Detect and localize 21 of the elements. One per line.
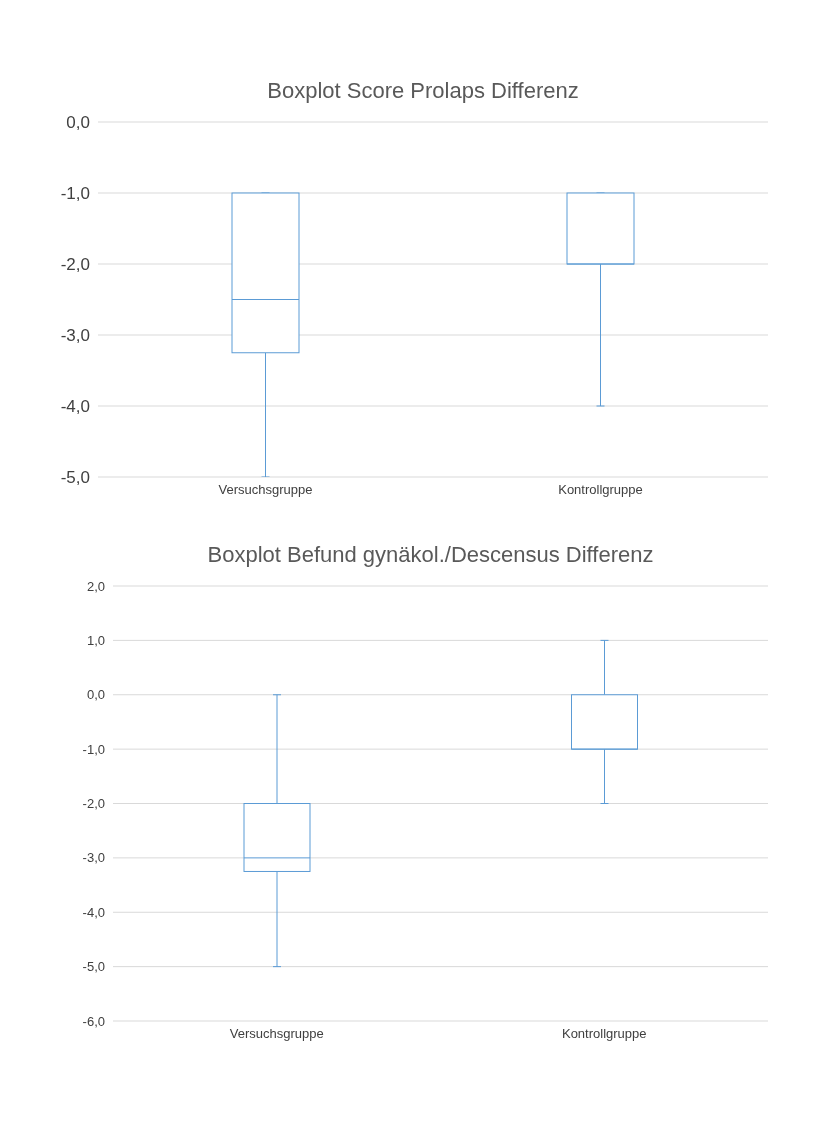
y-tick-label: -3,0 — [82, 850, 105, 866]
x-tick-label: Versuchsgruppe — [218, 482, 313, 498]
x-tick-label: Kontrollgruppe — [558, 482, 643, 498]
y-tick-label: 0,0 — [86, 687, 105, 703]
y-tick-label: 0,0 — [66, 113, 90, 133]
y-tick-label: 1,0 — [86, 632, 105, 648]
chart-title: Boxplot Score Prolaps Differenz — [266, 78, 580, 105]
y-tick-label: -5,0 — [82, 959, 105, 975]
x-tick-label: Versuchsgruppe — [229, 1026, 324, 1042]
y-tick-label: -1,0 — [60, 184, 90, 204]
y-tick-label: -2,0 — [82, 796, 105, 812]
y-tick-label: -4,0 — [82, 904, 105, 920]
chart-title: Boxplot Befund gynäkol./Descensus Differenz — [206, 542, 655, 569]
y-tick-label: -5,0 — [60, 468, 90, 488]
y-tick-label: -6,0 — [82, 1013, 105, 1029]
y-tick-label: -1,0 — [82, 741, 105, 757]
y-tick-label: -2,0 — [60, 255, 90, 275]
y-tick-label: -3,0 — [60, 326, 90, 346]
x-tick-label: Kontrollgruppe — [561, 1026, 647, 1042]
y-tick-label: 2,0 — [86, 578, 105, 594]
y-tick-label: -4,0 — [60, 397, 90, 417]
